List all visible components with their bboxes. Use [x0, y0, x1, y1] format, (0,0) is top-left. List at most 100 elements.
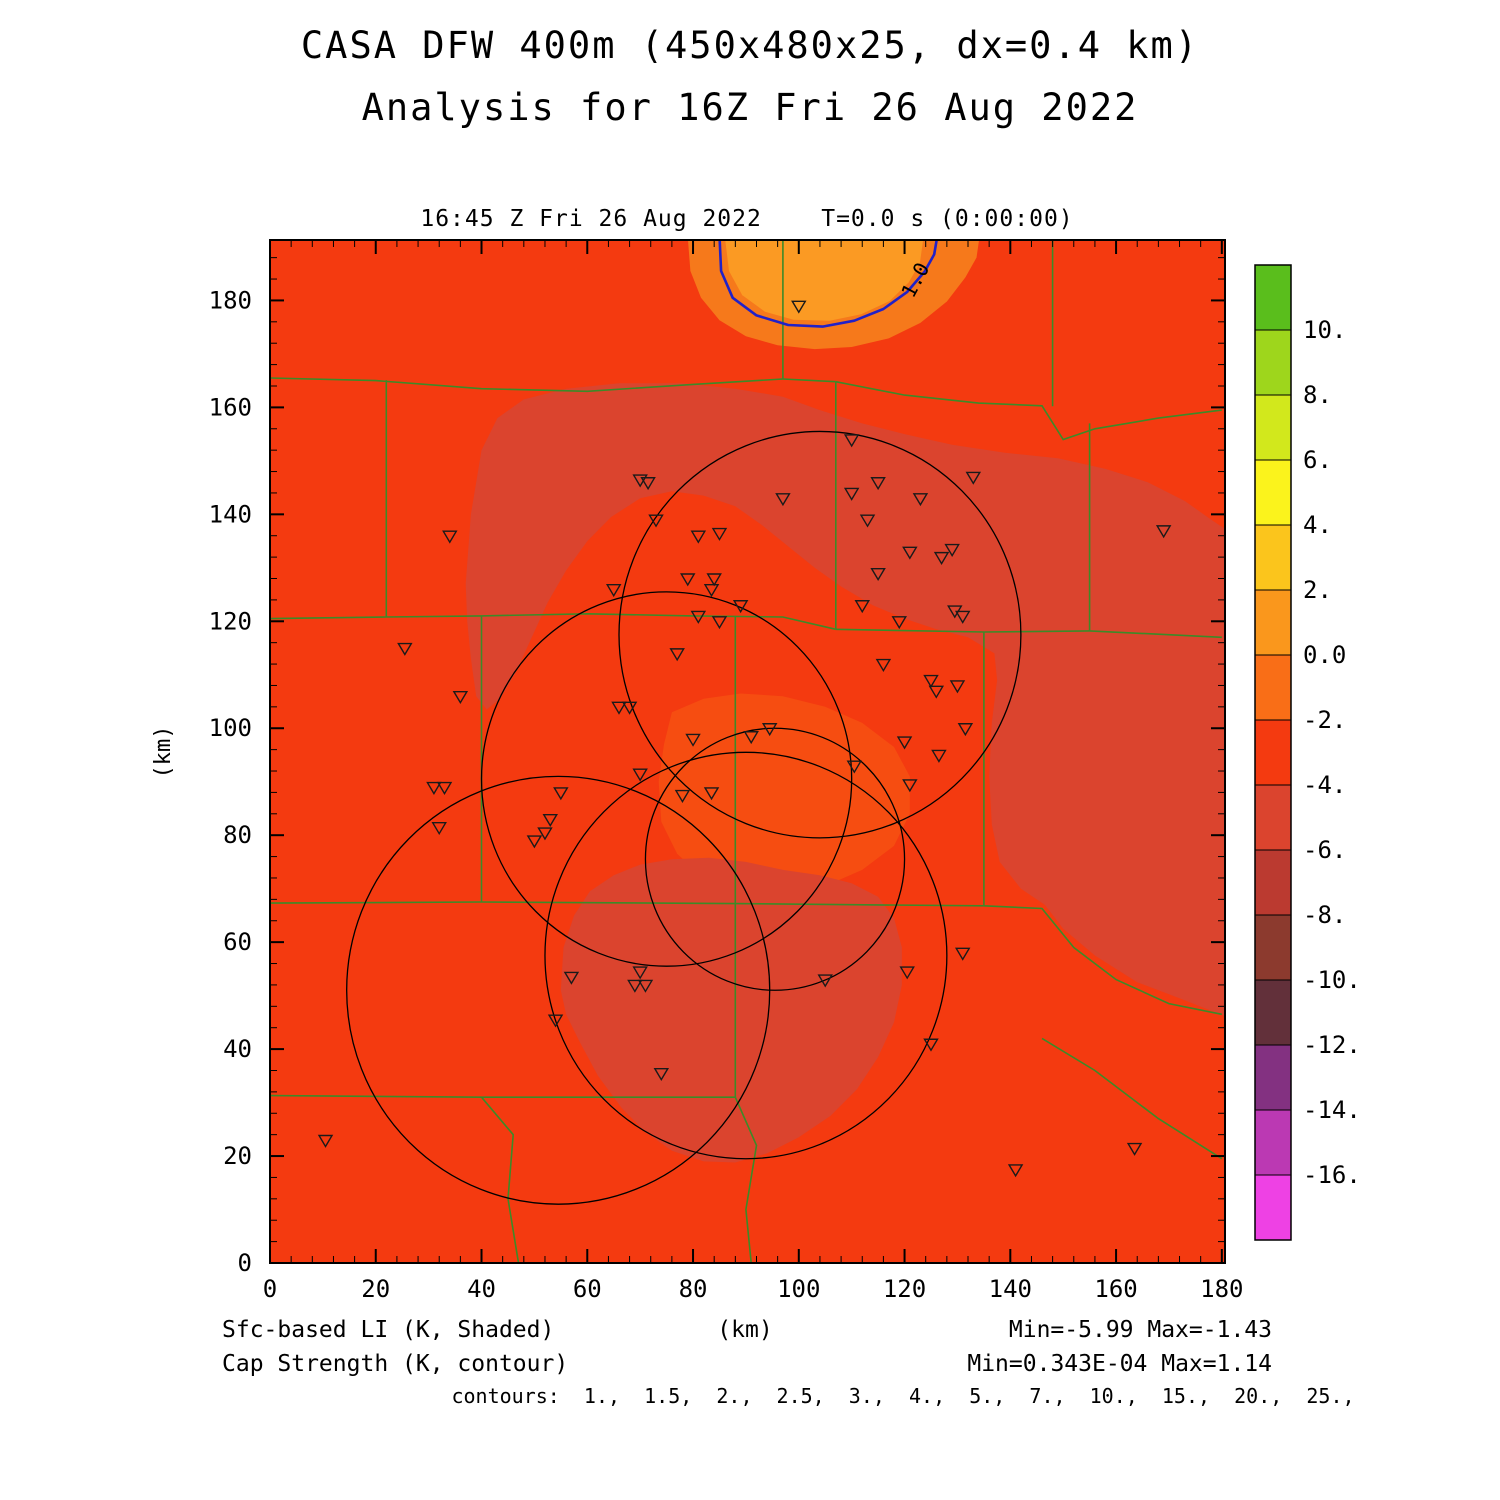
y-tick-label: 80: [223, 821, 252, 849]
y-axis-label: (km): [151, 726, 176, 779]
colorbar-cell: [1254, 1044, 1292, 1111]
colorbar-cell: [1254, 459, 1292, 526]
county-border-line: [983, 905, 1222, 1016]
map-clipped-group: [270, 240, 1225, 1263]
x-tick-label: 120: [883, 1275, 926, 1303]
county-border-line: [782, 378, 836, 383]
county-border-line: [1041, 1037, 1223, 1160]
x-tick-label: 80: [679, 1275, 708, 1303]
chart-subtitle: Analysis for 16Z Fri 26 Aug 2022: [362, 86, 1139, 129]
station-marker: [431, 821, 447, 836]
y-tick-label: 40: [223, 1035, 252, 1063]
y-tick-label: 140: [209, 500, 252, 528]
colorbar-label: -12.: [1303, 1031, 1361, 1059]
shaded-region-dark-upper: [465, 383, 1225, 1017]
shaded-field-label: Sfc-based LI (K, Shaded): [222, 1317, 554, 1343]
station-marker: [711, 527, 728, 541]
station-marker: [923, 674, 939, 688]
county-border-line: [835, 380, 1222, 441]
colorbar-cell: [1254, 979, 1292, 1046]
colorbar-cell: [1254, 914, 1292, 981]
station-marker: [928, 685, 945, 699]
station-marker: [1155, 525, 1172, 539]
colorbar-label: -10.: [1303, 966, 1361, 994]
station-marker: [703, 584, 720, 598]
station-marker: [954, 947, 971, 961]
radar-range-circle: [644, 727, 906, 991]
station-marker: [1007, 1164, 1024, 1178]
station-marker: [669, 648, 685, 662]
contour-minmax: Min=0.343E-04 Max=1.14: [967, 1351, 1272, 1377]
time-header: 16:45 Z Fri 26 Aug 2022 T=0.0 s (0:00:00…: [420, 206, 1073, 232]
station-marker: [436, 781, 453, 795]
colorbar-label: -8.: [1303, 901, 1346, 929]
county-border-line: [270, 377, 783, 393]
station-marker: [426, 781, 442, 795]
colorbar-frame: [1254, 264, 1292, 1241]
station-marker: [537, 827, 553, 841]
axis-layer: 0 20 40 60 80 100 120 140 160 180 0 20 40 60 80 100 120 1…: [209, 240, 1244, 1303]
station-marker: [761, 723, 778, 737]
colorbar-cell: [1254, 849, 1292, 916]
station-marker: [949, 680, 966, 694]
colorbar-cell: [1254, 654, 1292, 721]
station-marker: [547, 1014, 564, 1028]
county-border-line: [734, 1096, 758, 1263]
station-marker: [621, 701, 638, 715]
station-marker: [442, 530, 458, 544]
station-marker: [680, 573, 696, 587]
station-marker: [891, 616, 907, 630]
station-marker: [843, 434, 860, 448]
station-marker: [954, 610, 971, 624]
station-marker: [791, 300, 807, 314]
y-tick-label: 100: [209, 714, 252, 742]
x-tick-label: 180: [1200, 1275, 1243, 1303]
radar-range-circle: [544, 751, 948, 1160]
x-tick-label: 40: [467, 1275, 496, 1303]
station-marker: [690, 610, 707, 624]
shaded-region-orange-inner: [725, 240, 924, 321]
station-marker: [648, 514, 664, 528]
station-marker: [875, 658, 892, 672]
station-marker: [923, 1038, 939, 1052]
x-tick-label: 100: [777, 1275, 820, 1303]
y-tick-label: 20: [223, 1142, 252, 1170]
colorbar-label: -16.: [1303, 1161, 1361, 1189]
station-marker: [605, 584, 622, 598]
station-marker: [703, 787, 720, 801]
colorbar-label: 2.: [1303, 576, 1332, 604]
y-tick-label: 0: [238, 1249, 252, 1277]
station-marker: [632, 768, 648, 782]
colorbar-label: 10.: [1303, 316, 1346, 344]
colorbar-cell: [1254, 1174, 1292, 1241]
station-marker: [690, 530, 707, 544]
shaded-region-center: [658, 693, 910, 894]
colorbar-cell: [1254, 524, 1292, 591]
colorbar: 10. 8. 6. 4. 2. 0.0 -2. -4. -6. -8. -10. -12. -14. -1…: [1254, 264, 1361, 1241]
colorbar-cell: [1254, 589, 1292, 656]
county-border-line: [1089, 630, 1222, 639]
station-marker: [859, 514, 876, 528]
radar-range-circle: [480, 591, 853, 967]
x-tick-label: 140: [989, 1275, 1032, 1303]
station-marker: [553, 787, 569, 801]
station-marker: [674, 789, 691, 803]
station-marker: [542, 813, 558, 828]
station-marker: [706, 573, 722, 587]
cap-strength-contour: [718, 240, 938, 328]
station-marker: [397, 642, 413, 656]
colorbar-cell: [1254, 394, 1292, 461]
station-marker: [817, 974, 833, 988]
colorbar-cell: [1254, 264, 1292, 331]
station-marker: [931, 749, 947, 763]
station-marker: [896, 736, 913, 750]
x-tick-label: 160: [1094, 1275, 1137, 1303]
x-axis-label: (km): [717, 1317, 772, 1343]
colorbar-label: 6.: [1303, 446, 1332, 474]
colorbar-label: -14.: [1303, 1096, 1361, 1124]
map-layer: 1.0: [269, 239, 1226, 1264]
station-marker: [944, 543, 960, 557]
colorbar-cell: [1254, 1109, 1292, 1176]
